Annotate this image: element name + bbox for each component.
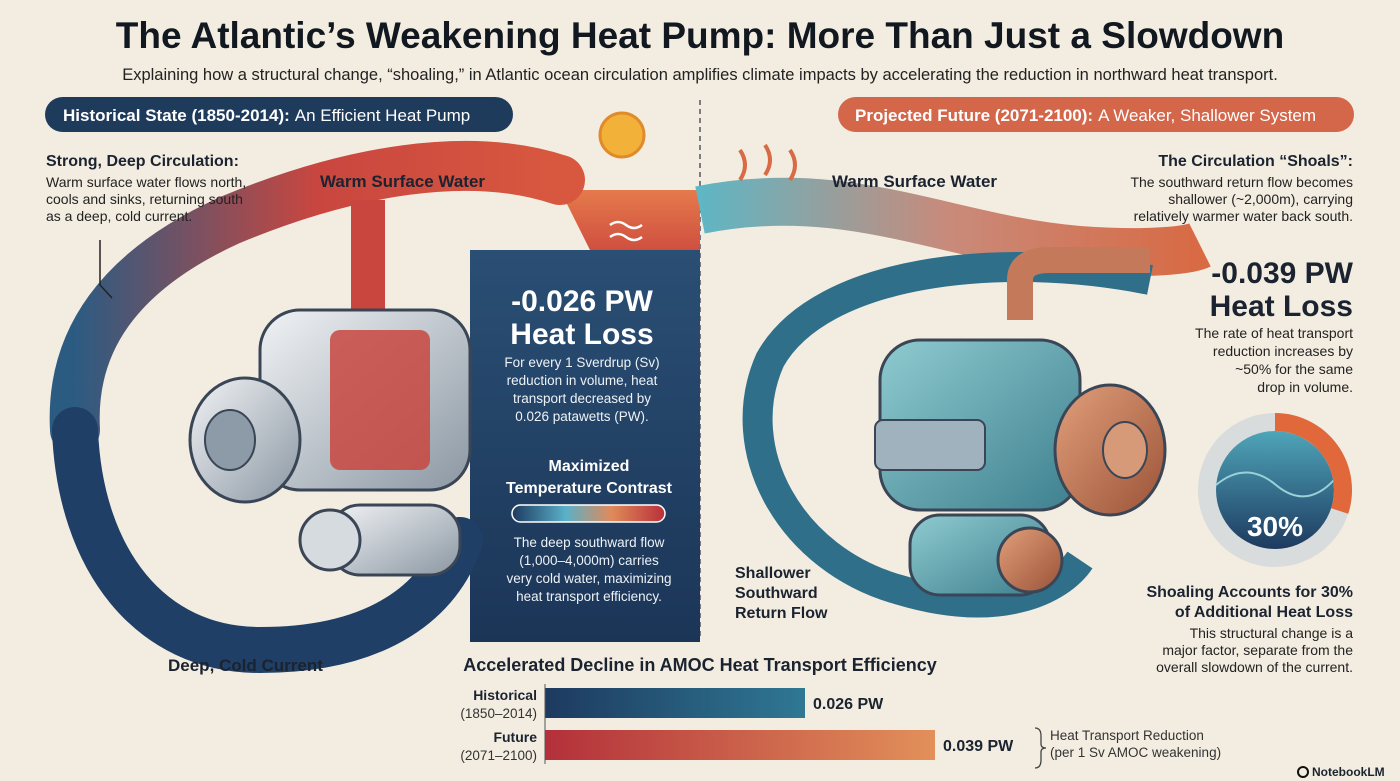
bar (545, 730, 935, 760)
sun (598, 111, 646, 159)
warm-flow (49, 140, 585, 455)
heat-loss-text: reduction in volume, heat (507, 373, 658, 388)
heat-waves (609, 220, 643, 242)
return-label: Shallower (735, 565, 811, 582)
bar (545, 688, 805, 718)
heat-loss-label: Heat Loss (510, 318, 653, 351)
future-pill (838, 97, 1354, 132)
bar-category: Historical (473, 687, 537, 703)
donut-center (1216, 431, 1334, 549)
heat-loss-text: ~50% for the same (1235, 361, 1353, 377)
donut-chart: 30% (1198, 413, 1352, 567)
heat-loss-text: 0.026 patawetts (PW). (515, 409, 649, 424)
donut-text: overall slowdown of the current. (1156, 659, 1353, 675)
bar-period: (1850–2014) (460, 706, 537, 721)
return-label: Southward (735, 585, 818, 602)
callout-line (99, 240, 113, 299)
cold-flow (52, 407, 483, 674)
bar-annotation: (per 1 Sv AMOC weakening) (1050, 745, 1221, 760)
pump-core (330, 330, 430, 470)
heat-loss-text: transport decreased by (513, 391, 651, 406)
bar-value-label: 0.026 PW (813, 696, 884, 713)
heat-loss-label: Heat Loss (1210, 290, 1353, 323)
bar-chart: Historical (1850–2014) 0.026 PW Future (2071… (460, 684, 1014, 764)
future-text: shallower (~2,000m), carrying (1168, 191, 1353, 207)
donut-segment (1274, 413, 1352, 514)
contrast-bar (511, 504, 666, 523)
heat-loss-value: -0.026 PW (511, 285, 653, 318)
historical-text: cools and sinks, returning south (46, 191, 243, 207)
contrast-text: The deep southward flow (514, 535, 665, 550)
subtitle: Explaining how a structural change, “sho… (122, 66, 1278, 84)
pump-hub (1102, 421, 1148, 479)
pill-rest: A Weaker, Shallower System (1098, 106, 1316, 125)
historical-text: as a deep, cold current. (46, 208, 192, 224)
contrast-text: heat transport efficiency. (516, 589, 662, 604)
brand: NotebookLM (1312, 765, 1385, 779)
historical-heading: Strong, Deep Circulation: (46, 153, 239, 170)
contrast-text: very cold water, maximizing (506, 571, 671, 586)
warm-flow (695, 177, 1211, 277)
steam (738, 143, 797, 182)
pill-bold: Projected Future (2071-2100): (855, 106, 1093, 125)
donut-title: Shoaling Accounts for 30% (1146, 584, 1353, 601)
future-text: The southward return flow becomes (1130, 174, 1353, 190)
bar-value-label: 0.039 PW (943, 738, 1014, 755)
title: The Atlantic’s Weakening Heat Pump: More… (116, 15, 1284, 56)
historical-text: Warm surface water flows north, (46, 174, 246, 190)
donut-text: This structural change is a (1190, 625, 1354, 641)
surface-label: Warm Surface Water (320, 172, 485, 191)
surface-label: Warm Surface Water (832, 172, 997, 191)
pill-rest: An Efficient Heat Pump (295, 106, 470, 125)
info-panel (470, 250, 700, 642)
future-heading: The Circulation “Shoals”: (1158, 153, 1353, 170)
shallow-flow (742, 251, 1153, 618)
heat-loss-text: drop in volume. (1257, 379, 1353, 395)
contrast-text: (1,000–4,000m) carries (519, 553, 659, 568)
return-label: Return Flow (735, 605, 828, 622)
historical-illustration (49, 111, 700, 674)
contrast-title: Maximized (549, 458, 630, 475)
heat-loss-text: reduction increases by (1213, 343, 1353, 359)
future-illustration (695, 143, 1211, 618)
contrast-title: Temperature Contrast (506, 480, 673, 497)
bar-category: Future (493, 729, 537, 745)
donut-wave (1215, 471, 1335, 498)
brand-icon (1297, 766, 1309, 778)
pump-wheel (298, 508, 362, 572)
historical-pill (45, 97, 513, 132)
historical-pill-text: Historical State (1850-2014): An Efficien… (63, 106, 470, 125)
heat-loss-text: For every 1 Sverdrup (Sv) (504, 355, 659, 370)
pump-hub (204, 409, 256, 471)
brace (1034, 727, 1047, 769)
heat-loss-text: The rate of heat transport (1195, 325, 1353, 341)
heat-loss-value: -0.039 PW (1211, 257, 1353, 290)
donut-value-label: 30% (1247, 511, 1303, 542)
pump-panel (874, 419, 986, 471)
pill-bold: Historical State (1850-2014): (63, 106, 290, 125)
donut-title: of Additional Heat Loss (1175, 604, 1353, 621)
future-pill-text: Projected Future (2071-2100): A Weaker, S… (855, 106, 1316, 125)
bar-annotation: Heat Transport Reduction (1050, 728, 1204, 743)
bar-chart-title: Accelerated Decline in AMOC Heat Transpo… (463, 655, 936, 675)
donut-text: major factor, separate from the (1162, 642, 1353, 658)
bar-period: (2071–2100) (460, 748, 537, 763)
future-text: relatively warmer water back south. (1134, 208, 1353, 224)
pipe (1007, 247, 1150, 320)
deep-label: Deep, Cold Current (168, 656, 323, 675)
pump-wheel (996, 526, 1064, 594)
